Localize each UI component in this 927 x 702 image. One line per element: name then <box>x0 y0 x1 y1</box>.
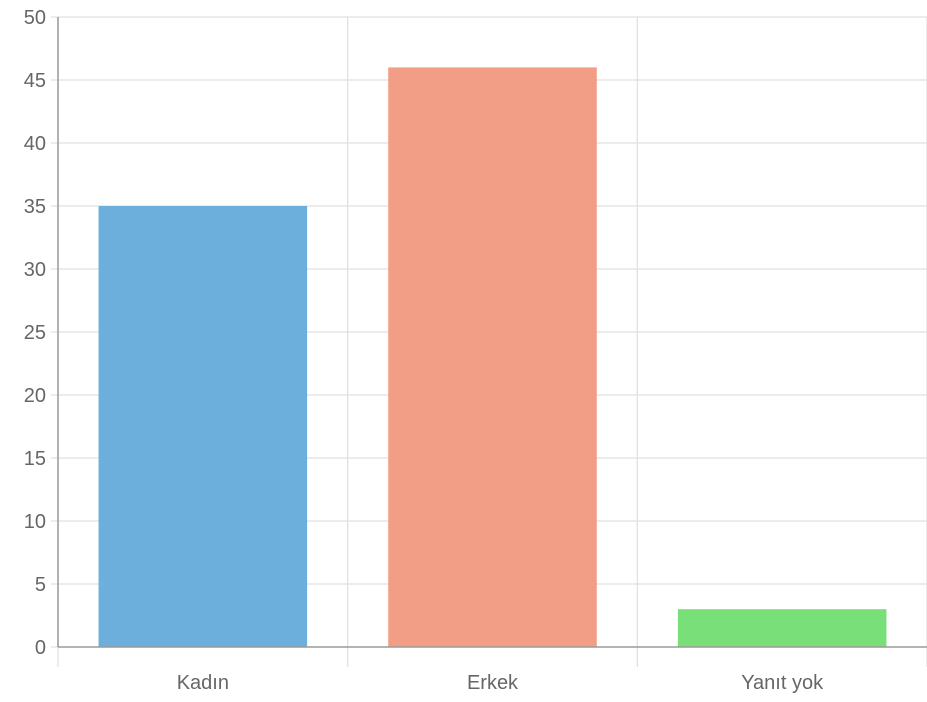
y-tick-label: 20 <box>24 385 46 407</box>
y-tick-label: 40 <box>24 133 46 155</box>
x-tick-labels: Kadın Erkek Yanıt yok <box>177 672 824 694</box>
bar-2 <box>388 67 597 647</box>
axes <box>57 17 927 648</box>
y-tick-label: 45 <box>24 70 46 92</box>
y-tick-label: 25 <box>24 322 46 344</box>
y-tick-label: 35 <box>24 196 46 218</box>
x-tick-label: Erkek <box>467 672 519 694</box>
x-tick-label: Kadın <box>177 672 229 694</box>
bar-1 <box>98 206 308 647</box>
x-tick-label: Yanıt yok <box>741 672 824 694</box>
y-tick-label: 10 <box>24 511 46 533</box>
y-tick-label: 5 <box>35 574 46 596</box>
y-tick-labels: 0 5 10 15 20 25 30 35 40 45 50 <box>24 7 46 659</box>
y-tick-label: 30 <box>24 259 46 281</box>
bars <box>98 67 887 647</box>
bar-3 <box>677 609 887 647</box>
y-tick-label: 0 <box>35 637 46 659</box>
y-tick-label: 15 <box>24 448 46 470</box>
y-tick-label: 50 <box>24 7 46 29</box>
